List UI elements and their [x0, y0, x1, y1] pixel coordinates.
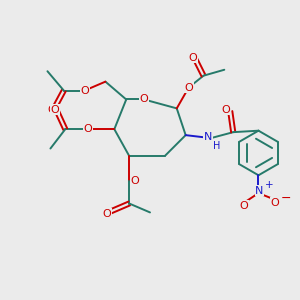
Text: O: O — [47, 105, 56, 115]
Text: O: O — [189, 53, 197, 63]
Text: O: O — [239, 201, 248, 211]
Text: N: N — [204, 132, 212, 142]
Text: N: N — [255, 186, 264, 196]
Text: O: O — [184, 82, 193, 93]
Text: H: H — [213, 141, 220, 152]
Text: −: − — [280, 192, 291, 205]
Text: O: O — [130, 176, 139, 186]
Text: O: O — [140, 94, 148, 104]
Text: O: O — [83, 124, 92, 134]
Text: O: O — [221, 105, 230, 115]
Text: O: O — [271, 198, 279, 208]
Text: +: + — [265, 180, 273, 190]
Text: O: O — [80, 85, 89, 96]
Text: O: O — [103, 209, 111, 219]
Text: O: O — [50, 105, 59, 115]
